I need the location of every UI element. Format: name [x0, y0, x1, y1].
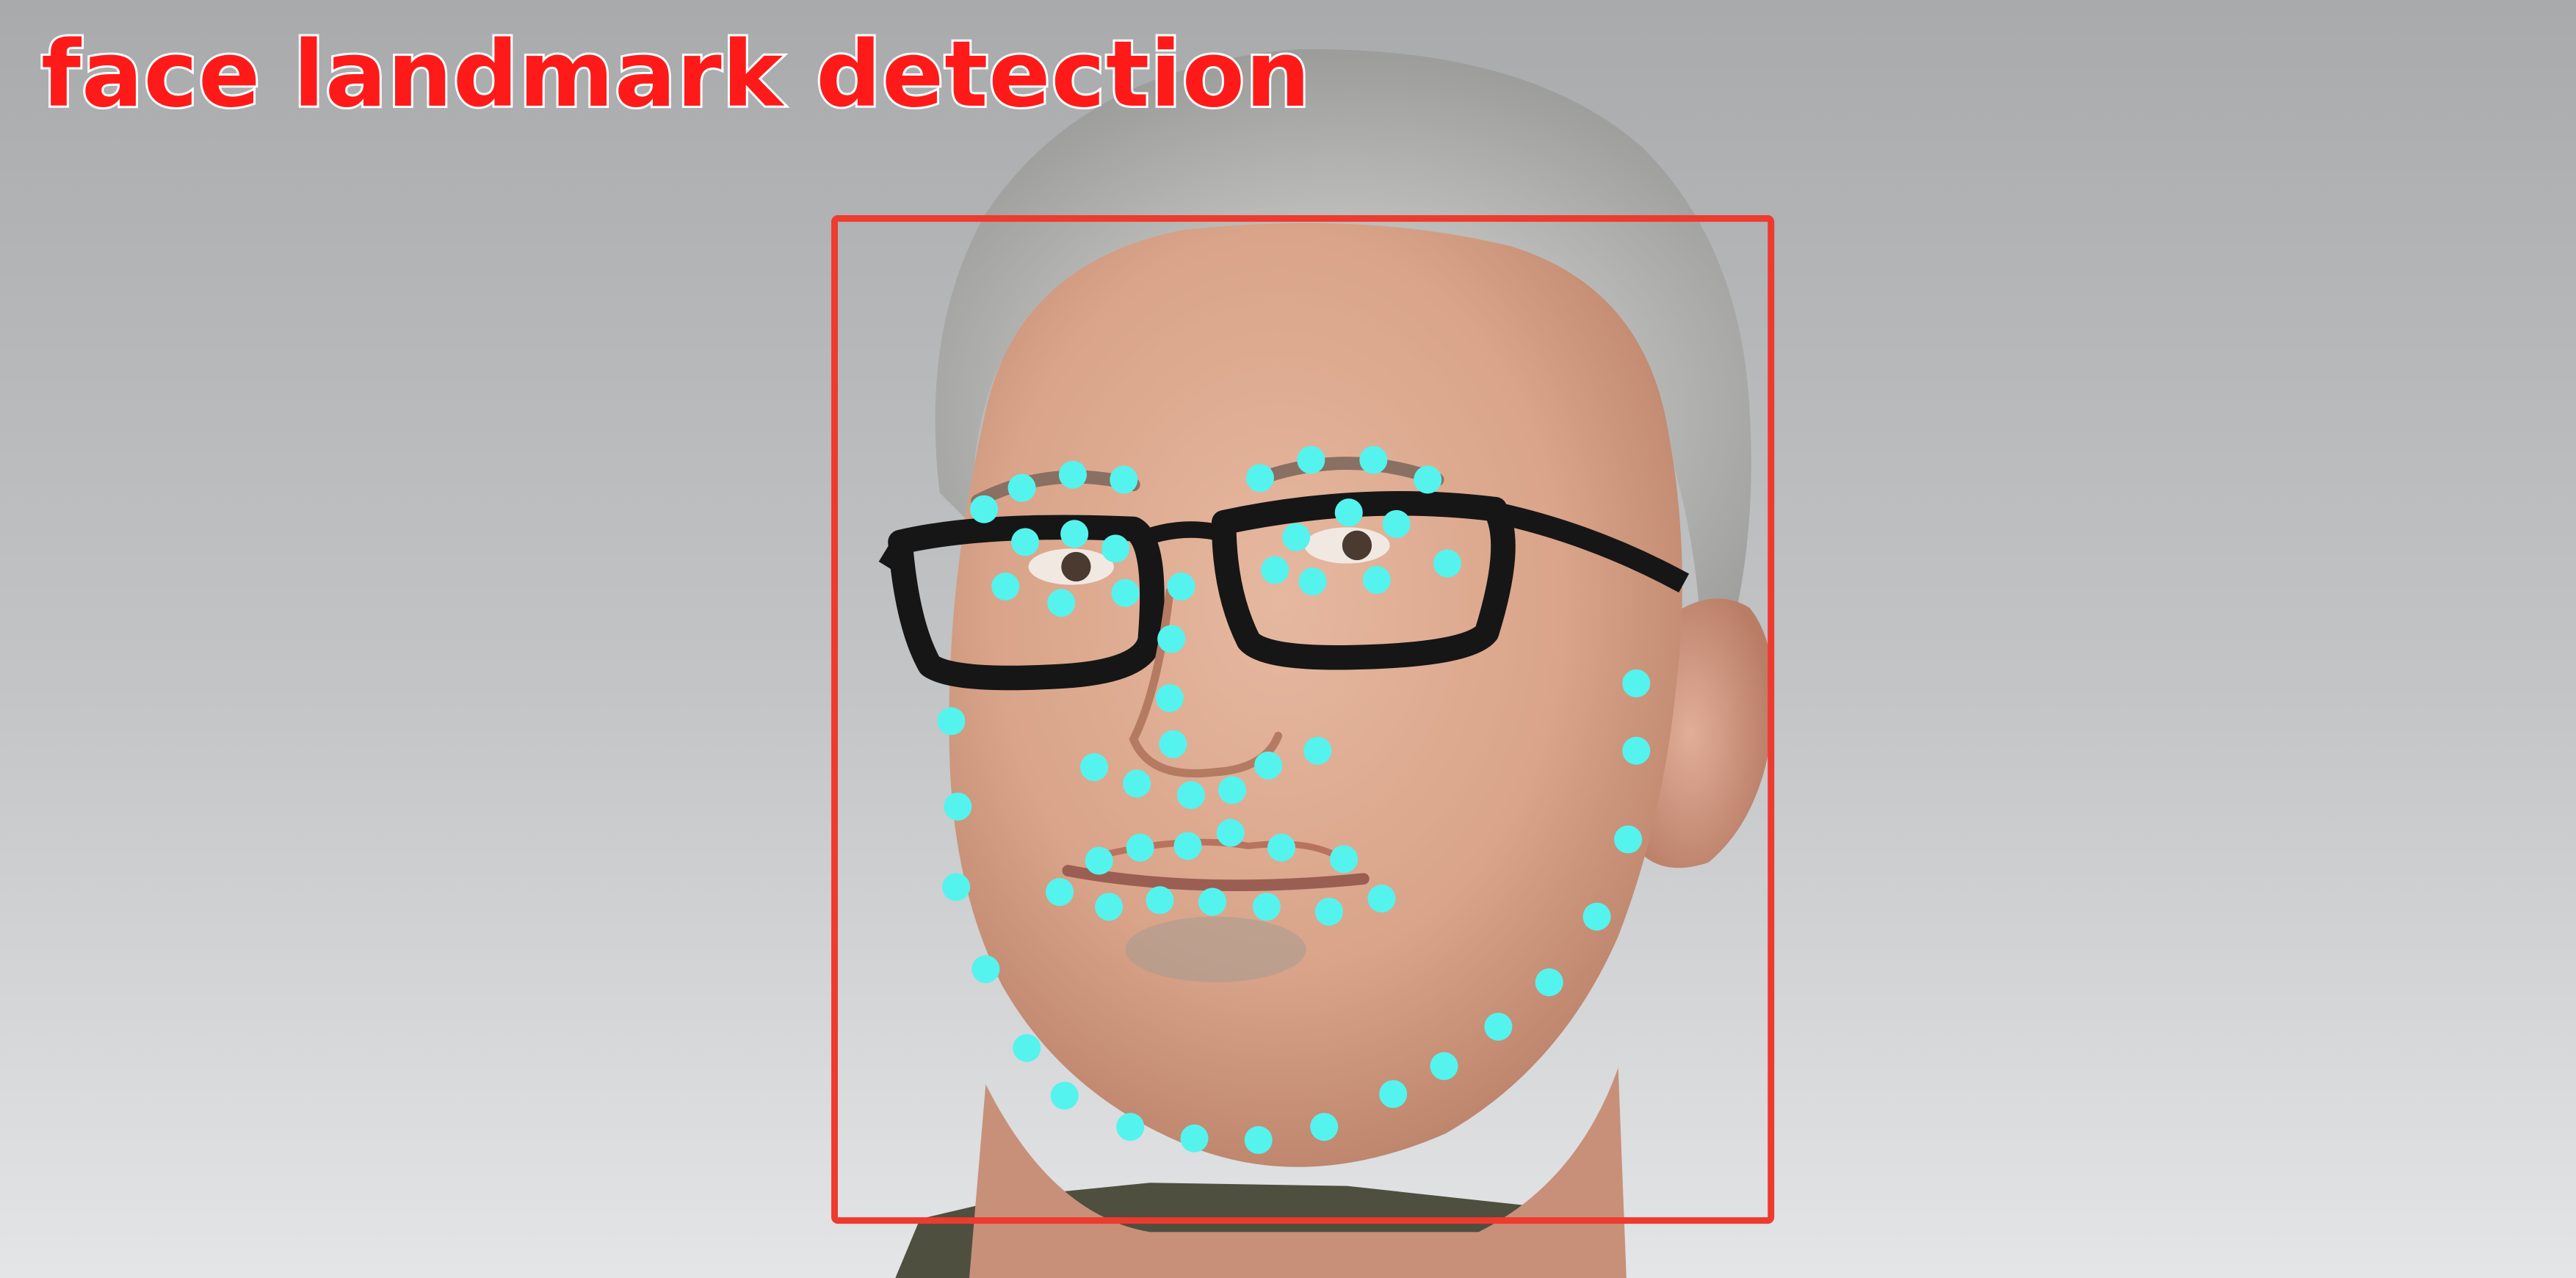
- landmark-point: [1007, 473, 1036, 502]
- landmark-point: [1155, 684, 1184, 713]
- landmark-point: [1433, 549, 1462, 578]
- landmark-point: [1085, 846, 1113, 875]
- right-brow-shape: [1250, 457, 1444, 487]
- face-bounding-box: [831, 215, 1775, 1224]
- landmark-point: [1167, 572, 1195, 600]
- landmark-point: [1310, 1113, 1339, 1141]
- glasses-shape: [878, 490, 1690, 691]
- landmark-point: [1614, 825, 1643, 854]
- mouth-shape: [1062, 865, 1370, 891]
- left-iris-shape: [1061, 551, 1091, 582]
- landmark-point: [1430, 1052, 1458, 1081]
- landmark-point: [937, 707, 966, 736]
- landmark-point: [1079, 753, 1109, 782]
- landmark-point: [1244, 1126, 1273, 1155]
- landmark-point: [1282, 523, 1311, 551]
- landmark-point: [1303, 736, 1332, 765]
- landmark-point: [1267, 833, 1296, 862]
- landmark-point: [1535, 968, 1563, 997]
- landmark-point: [1146, 886, 1174, 915]
- landmark-point: [1252, 893, 1281, 921]
- neck-shape: [969, 1067, 1627, 1278]
- nose-shape: [1129, 587, 1283, 778]
- landmark-point: [1330, 845, 1358, 874]
- hair-shape: [935, 48, 1751, 658]
- landmark-point: [1047, 589, 1076, 617]
- landmark-point: [1379, 1080, 1408, 1108]
- landmark-point: [1176, 781, 1206, 810]
- face-shape: [949, 222, 1682, 1167]
- landmark-point: [1123, 769, 1151, 798]
- landmark-point: [1622, 736, 1651, 765]
- landmark-point: [1095, 893, 1124, 921]
- landmark-point: [1216, 818, 1245, 847]
- landmark-point: [1245, 464, 1274, 493]
- landmark-point: [1297, 446, 1325, 474]
- landmark-point: [1159, 730, 1187, 758]
- landmark-point: [1367, 885, 1396, 913]
- landmark-point: [970, 495, 999, 523]
- landmark-point: [1126, 833, 1154, 862]
- landmark-point: [1622, 669, 1651, 697]
- landmark-point: [1334, 498, 1363, 527]
- landmark-point: [1359, 446, 1388, 474]
- title-label: face landmark detection: [39, 22, 1312, 128]
- landmark-point: [1180, 1124, 1209, 1152]
- right-iris-shape: [1342, 530, 1372, 561]
- landmark-point: [1314, 897, 1343, 926]
- landmark-point: [1058, 460, 1087, 489]
- landmark-point: [1414, 465, 1442, 494]
- landmark-point: [1157, 625, 1186, 653]
- landmark-point: [944, 792, 972, 821]
- landmark-point: [1198, 887, 1227, 916]
- landmark-point: [1582, 902, 1611, 931]
- landmark-point: [1101, 534, 1130, 563]
- landmark-point: [1110, 465, 1138, 494]
- landmark-point: [1298, 567, 1327, 596]
- landmark-point: [1046, 878, 1074, 907]
- landmark-point: [1484, 1012, 1513, 1041]
- landmark-point: [1011, 528, 1040, 556]
- landmark-point: [1013, 1034, 1041, 1062]
- landmark-point: [1111, 578, 1140, 607]
- landmark-point: [1116, 1113, 1145, 1141]
- landmark-point: [1261, 556, 1289, 584]
- landmark-point: [1254, 751, 1283, 780]
- landmark-point: [991, 572, 1020, 600]
- landmark-point: [1060, 520, 1089, 548]
- goatee-shape: [1125, 916, 1306, 983]
- landmark-points: [937, 446, 1651, 1155]
- landmark-point: [972, 955, 1000, 984]
- landmark-point: [1050, 1081, 1079, 1110]
- landmark-point: [942, 873, 971, 901]
- landmark-point: [1362, 565, 1391, 594]
- landmark-point: [1218, 776, 1246, 805]
- landmark-point: [1382, 509, 1411, 538]
- landmark-point: [1173, 832, 1202, 860]
